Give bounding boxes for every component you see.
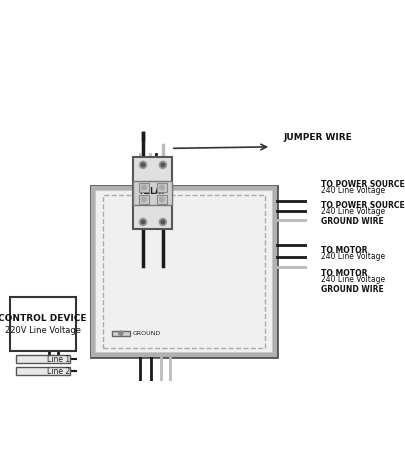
Bar <box>91 186 277 190</box>
Text: GROUND: GROUND <box>133 331 161 336</box>
Circle shape <box>159 161 166 169</box>
Circle shape <box>141 163 145 167</box>
Circle shape <box>141 197 146 202</box>
Text: CONTROL DEVICE: CONTROL DEVICE <box>0 314 87 322</box>
Text: JUMPER WIRE: JUMPER WIRE <box>283 134 352 142</box>
Bar <box>112 331 130 335</box>
Bar <box>157 183 167 192</box>
Circle shape <box>160 185 164 190</box>
Circle shape <box>159 219 166 225</box>
Bar <box>91 186 277 357</box>
Text: TO POWER SOURCE: TO POWER SOURCE <box>321 201 405 210</box>
Text: GROUND WIRE: GROUND WIRE <box>321 285 384 294</box>
Circle shape <box>141 220 145 224</box>
Bar <box>139 183 149 192</box>
Text: 240 Line Voltage: 240 Line Voltage <box>321 207 385 216</box>
Text: 220V Line Voltage: 220V Line Voltage <box>4 326 81 334</box>
Text: TO MOTOR: TO MOTOR <box>321 268 367 278</box>
Text: 240 Line Voltage: 240 Line Voltage <box>321 252 385 261</box>
Bar <box>91 186 95 357</box>
Circle shape <box>141 185 146 190</box>
Text: TO POWER SOURCE: TO POWER SOURCE <box>321 180 405 189</box>
Circle shape <box>119 331 123 335</box>
Circle shape <box>161 220 165 224</box>
Bar <box>16 355 70 363</box>
Bar <box>139 195 149 204</box>
Circle shape <box>160 197 164 202</box>
Bar <box>133 182 173 206</box>
Text: RELAY: RELAY <box>140 188 166 196</box>
Bar <box>273 186 277 357</box>
Text: TO MOTOR: TO MOTOR <box>321 246 367 255</box>
Text: 240 Line Voltage: 240 Line Voltage <box>321 186 385 195</box>
Bar <box>133 158 173 230</box>
Bar <box>91 353 277 357</box>
Bar <box>103 195 265 348</box>
Bar <box>157 195 167 204</box>
Bar <box>16 367 70 375</box>
Text: GROUND WIRE: GROUND WIRE <box>321 218 384 226</box>
Text: 240 Line Voltage: 240 Line Voltage <box>321 274 385 284</box>
Bar <box>96 191 272 352</box>
Bar <box>10 297 76 351</box>
Circle shape <box>139 219 147 225</box>
Text: Line 1: Line 1 <box>47 354 70 364</box>
Circle shape <box>161 163 165 167</box>
Circle shape <box>139 161 147 169</box>
Text: Line 2: Line 2 <box>47 366 70 376</box>
